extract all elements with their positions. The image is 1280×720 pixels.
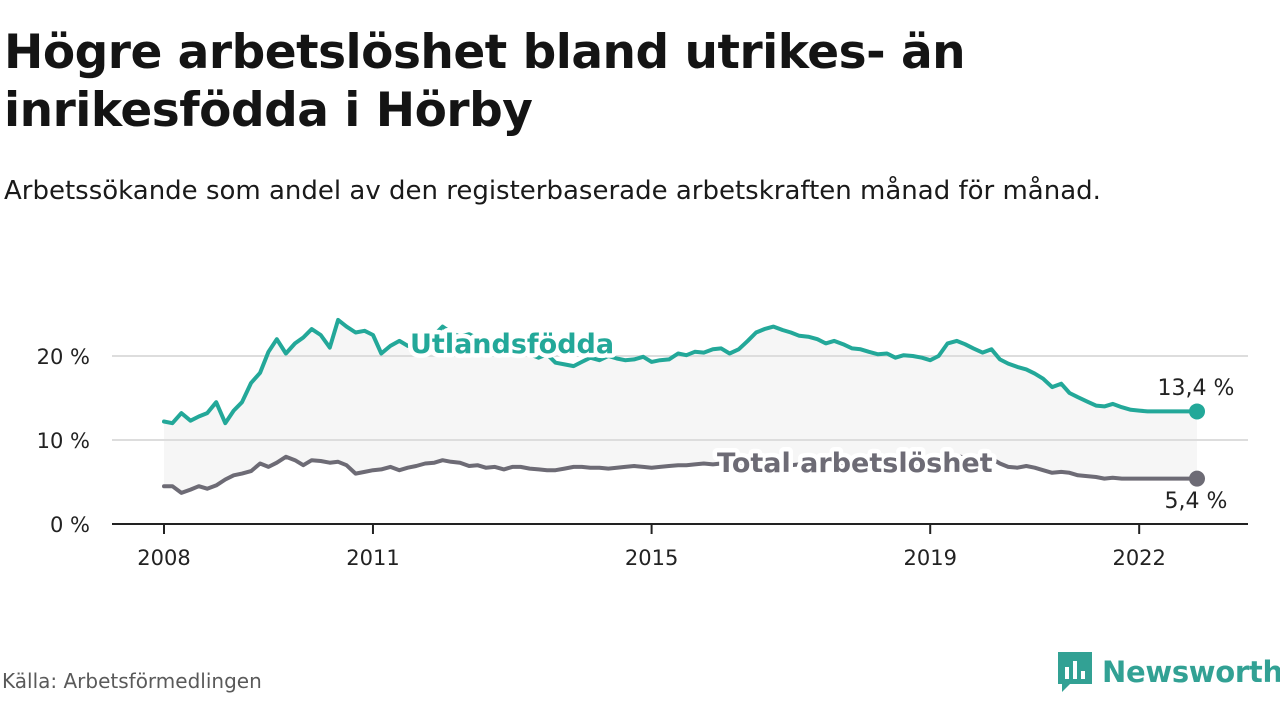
chart-subtitle: Arbetssökande som andel av den registerb… (4, 176, 1101, 206)
y-tick-label: 0 % (50, 513, 90, 537)
x-axis-ticks: 2008 2011 2015 2019 2022 (137, 524, 1166, 570)
end-label-utlandsfodda: 13,4 % (1158, 376, 1235, 401)
x-tick-label: 2011 (346, 546, 399, 570)
end-markers: 13,4 % 5,4 % (1158, 376, 1235, 514)
newsworthy-logo-icon (1058, 652, 1092, 692)
series-label-utlandsfodda: Utlandsfödda (410, 329, 614, 360)
brand-logo[interactable]: Newsworthy (1058, 652, 1280, 692)
series-label-utlandsfodda-halo: Utlandsfödda (410, 329, 614, 360)
chart-title: Högre arbetslöshet bland utrikes- än inr… (4, 25, 966, 138)
x-tick-label: 2015 (625, 546, 678, 570)
x-tick-label: 2008 (137, 546, 190, 570)
end-label-total: 5,4 % (1165, 489, 1228, 514)
source-note: Källa: Arbetsförmedlingen (2, 669, 262, 693)
series-label-total: Total arbetslöshet (717, 448, 993, 479)
series-line-total (162, 454, 1199, 495)
y-tick-label: 20 % (37, 345, 90, 369)
brand-name: Newsworthy (1102, 655, 1280, 689)
end-marker-total (1189, 470, 1205, 487)
series-line-utlandsfodda (162, 317, 1199, 426)
y-tick-label: 10 % (37, 429, 90, 453)
x-tick-label: 2022 (1112, 546, 1165, 570)
gridlines (112, 355, 1248, 441)
y-axis-ticks: 0 % 10 % 20 % (37, 345, 90, 537)
series-label-total-halo: Total arbetslöshet (717, 448, 993, 479)
end-marker-utlandsfodda (1189, 403, 1205, 420)
range-band (164, 319, 1197, 493)
x-tick-label: 2019 (903, 546, 956, 570)
